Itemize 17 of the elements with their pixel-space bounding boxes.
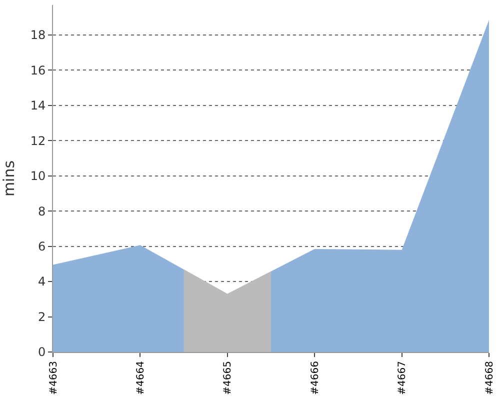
y-tick-label: 6 [38,240,46,254]
x-tick-label: #4664 [135,361,146,395]
y-axis-title: mins [0,160,18,197]
y-tick-label: 2 [38,310,46,324]
y-tick-label: 0 [38,345,46,360]
y-tick-label: 18 [30,28,46,42]
x-tick-label: #4667 [397,361,408,395]
y-tick-label: 16 [30,63,46,78]
y-tick-label: 12 [30,134,46,148]
y-tick-label: 8 [38,204,46,218]
x-tick-label: #4668 [484,361,496,395]
x-tick-label: #4663 [48,361,60,395]
x-tick-label: #4666 [310,361,321,395]
y-tick-label: 14 [30,98,46,113]
x-tick-label: #4665 [222,361,234,395]
y-tick-label: 4 [38,274,46,289]
y-tick-label: 10 [30,169,46,184]
